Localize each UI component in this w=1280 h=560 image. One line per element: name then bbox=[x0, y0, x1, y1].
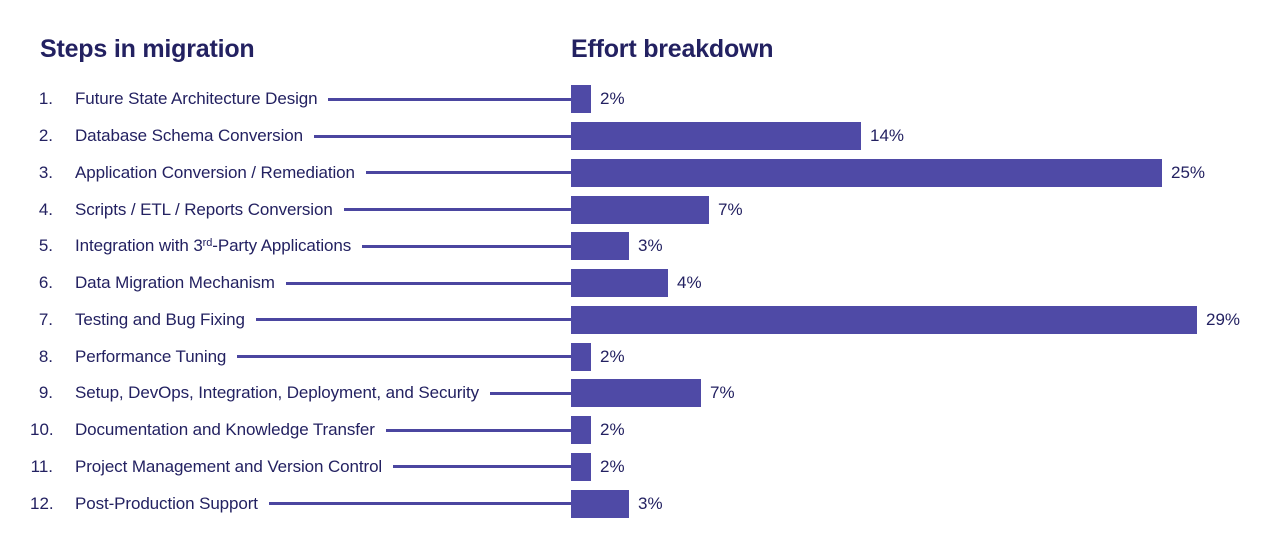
percent-label: 3% bbox=[638, 493, 663, 513]
step-label: Documentation and Knowledge Transfer bbox=[75, 420, 375, 440]
step-lead: 3. Application Conversion / Remediation bbox=[30, 163, 571, 183]
step-lead: 12. Post-Production Support bbox=[30, 494, 571, 514]
effort-bar bbox=[571, 269, 668, 298]
step-number: 3. bbox=[38, 162, 53, 182]
step-number: 7. bbox=[38, 309, 53, 329]
step-row: 9. Setup, DevOps, Integration, Deployment… bbox=[0, 375, 1280, 412]
effort-bar bbox=[571, 122, 861, 151]
left-column-title: Steps in migration bbox=[40, 35, 255, 63]
step-number: 2. bbox=[38, 126, 53, 146]
effort-bar bbox=[571, 232, 629, 261]
step-row: 12. Post-Production Support 3% bbox=[0, 485, 1280, 522]
leader-line bbox=[385, 428, 571, 432]
step-row: 5. Integration with 3rd-Party Application… bbox=[0, 228, 1280, 265]
percent-label: 25% bbox=[1171, 162, 1206, 182]
step-label-pre: Integration with 3 bbox=[75, 236, 203, 256]
step-lead: 2. Database Schema Conversion bbox=[30, 126, 571, 146]
percent-label: 7% bbox=[718, 199, 743, 219]
step-lead: 10. Documentation and Knowledge Transfer bbox=[30, 420, 571, 440]
effort-bar bbox=[571, 416, 591, 445]
step-lead: 1. Future State Architecture Design bbox=[30, 89, 571, 109]
leader-line bbox=[489, 391, 571, 395]
step-lead: 11. Project Management and Version Contro… bbox=[30, 457, 571, 477]
leader-line bbox=[255, 318, 571, 322]
effort-bar bbox=[571, 195, 709, 224]
step-label: Data Migration Mechanism bbox=[75, 273, 275, 293]
step-label: Setup, DevOps, Integration, Deployment, … bbox=[75, 383, 479, 403]
leader-line bbox=[343, 208, 571, 212]
effort-bar bbox=[571, 158, 1162, 187]
effort-bar bbox=[571, 342, 591, 371]
effort-bar bbox=[571, 85, 591, 114]
step-lead: 9. Setup, DevOps, Integration, Deployment… bbox=[30, 383, 571, 403]
step-label-superscript: rd bbox=[202, 237, 213, 250]
percent-label: 7% bbox=[710, 383, 735, 403]
step-row: 8. Performance Tuning 2% bbox=[0, 338, 1280, 375]
step-number: 1. bbox=[38, 89, 53, 109]
effort-bar bbox=[571, 379, 701, 408]
step-label: Testing and Bug Fixing bbox=[75, 309, 245, 329]
step-label: Future State Architecture Design bbox=[75, 89, 318, 109]
leader-line bbox=[285, 281, 571, 285]
step-lead: 4. Scripts / ETL / Reports Conversion bbox=[30, 200, 571, 220]
step-number: 8. bbox=[38, 346, 53, 366]
percent-label: 3% bbox=[638, 236, 663, 256]
rows: 1. Future State Architecture Design 2% 2. Da… bbox=[0, 81, 1280, 522]
step-row: 11. Project Management and Version Contro… bbox=[0, 449, 1280, 486]
leader-line bbox=[237, 355, 571, 359]
step-row: 3. Application Conversion / Remediation 25… bbox=[0, 155, 1280, 192]
step-label: Database Schema Conversion bbox=[75, 126, 303, 146]
leader-line bbox=[328, 97, 571, 101]
step-row: 10. Documentation and Knowledge Transfer 2… bbox=[0, 412, 1280, 449]
step-row: 7. Testing and Bug Fixing 29% bbox=[0, 302, 1280, 339]
step-number: 11. bbox=[30, 456, 53, 476]
step-number: 5. bbox=[38, 236, 53, 256]
step-row: 6. Data Migration Mechanism 4% bbox=[0, 265, 1280, 302]
step-label: Performance Tuning bbox=[75, 346, 227, 366]
leader-line bbox=[362, 244, 571, 248]
percent-label: 4% bbox=[677, 273, 702, 293]
leader-line bbox=[365, 171, 571, 175]
step-lead: 5. Integration with 3rd-Party Application… bbox=[30, 236, 571, 256]
effort-bar bbox=[571, 305, 1197, 334]
step-number: 12. bbox=[30, 493, 54, 513]
step-number: 10. bbox=[30, 420, 54, 440]
percent-label: 2% bbox=[600, 89, 625, 109]
step-label-post: -Party Applications bbox=[212, 236, 352, 256]
chart-header: Steps in migration Effort breakdown bbox=[0, 0, 1280, 64]
step-lead: 7. Testing and Bug Fixing bbox=[30, 310, 571, 330]
step-label: Scripts / ETL / Reports Conversion bbox=[75, 199, 333, 219]
step-row: 4. Scripts / ETL / Reports Conversion 7% bbox=[0, 191, 1280, 228]
step-lead: 8. Performance Tuning bbox=[30, 347, 571, 367]
percent-label: 2% bbox=[600, 456, 625, 476]
percent-label: 2% bbox=[600, 420, 625, 440]
step-number: 6. bbox=[38, 273, 53, 293]
percent-label: 2% bbox=[600, 346, 625, 366]
step-label: Project Management and Version Control bbox=[75, 456, 383, 476]
percent-label: 14% bbox=[870, 126, 905, 146]
step-number: 9. bbox=[38, 383, 53, 403]
effort-bar bbox=[571, 489, 629, 518]
effort-bar bbox=[571, 452, 591, 481]
step-label: Post-Production Support bbox=[75, 493, 258, 513]
step-label: Application Conversion / Remediation bbox=[75, 162, 355, 182]
step-number: 4. bbox=[38, 199, 53, 219]
step-row: 1. Future State Architecture Design 2% bbox=[0, 81, 1280, 118]
percent-label: 29% bbox=[1206, 309, 1241, 329]
leader-line bbox=[313, 134, 571, 138]
step-lead: 6. Data Migration Mechanism bbox=[30, 273, 571, 293]
leader-line bbox=[393, 465, 571, 469]
step-label: Integration with 3rd-Party Applications bbox=[75, 236, 351, 256]
leader-line bbox=[268, 502, 571, 506]
step-row: 2. Database Schema Conversion 14% bbox=[0, 118, 1280, 155]
right-column-title: Effort breakdown bbox=[571, 35, 774, 63]
